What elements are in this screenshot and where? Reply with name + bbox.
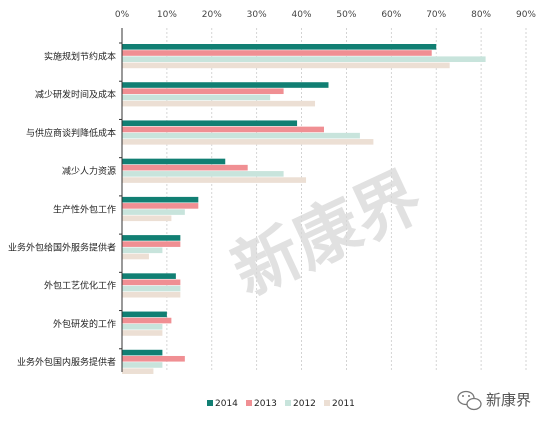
bar-2014 [122,120,298,127]
x-axis-ticks: 0% 10% 20% 30% 40% 50% 60% 70% 80% 90% [115,10,537,20]
category-label: 外包研发的工作 [53,318,116,330]
category-label: 减少人力资源 [62,165,116,177]
category-label: 减少研发时间及成本 [35,89,116,101]
x-tick-label: 20% [202,10,222,20]
bar-2011 [122,177,307,183]
bar-2014 [122,44,437,50]
x-tick-label: 10% [157,10,177,20]
legend-label: 2011 [332,399,355,409]
bar-2013 [122,203,199,209]
bar-2012 [122,247,163,254]
bar-2011 [122,291,181,298]
brand-watermark: 新康界 [457,390,531,411]
bar-2013 [122,279,181,286]
bar-2013 [122,317,172,324]
legend-swatch [324,400,330,406]
bar-2012 [122,285,181,292]
bar-2011 [122,215,172,222]
category-label: 与供应商谈判降低成本 [26,127,116,139]
x-tick-label: 80% [471,10,491,20]
bar-2012 [122,362,163,368]
bar-2014 [122,235,181,241]
category-labels: 实施规划节约成本减少研发时间及成本与供应商谈判降低成本减少人力资源生产性外包工作… [8,50,116,368]
bar-2014 [122,82,329,88]
category-label: 生产性外包工作 [53,203,116,215]
brand-label: 新康界 [486,391,531,409]
x-tick-label: 60% [381,10,401,20]
bar-2012 [122,56,486,62]
bar-2013 [122,88,284,95]
bar-2014 [122,349,163,356]
bar-2012 [122,94,271,101]
bar-2012 [122,323,163,330]
bar-2014 [122,311,167,318]
bar-2013 [122,241,181,247]
legend-label: 2013 [254,399,277,409]
bar-2013 [122,355,185,362]
category-label: 业务外包国内服务提供者 [17,356,116,368]
bar-2014 [122,273,176,279]
x-tick-label: 50% [336,10,356,20]
bar-2014 [122,158,226,165]
legend: 2014 2013 2012 2011 [207,399,355,409]
bars [119,28,486,374]
category-label: 实施规划节约成本 [44,50,116,62]
x-tick-label: 30% [247,10,267,20]
bar-2012 [122,171,284,177]
wechat-icon [457,390,482,411]
bar-2012 [122,209,185,215]
category-label: 外包工艺优化工作 [44,280,116,292]
legend-label: 2014 [215,399,238,409]
bar-2012 [122,132,360,139]
legend-swatch [246,400,252,406]
bar-2011 [122,368,154,374]
bar-2011 [122,62,450,69]
bar-2011 [122,100,316,107]
x-tick-label: 90% [516,10,536,20]
bar-2014 [122,196,199,203]
x-tick-label: 40% [292,10,312,20]
bar-2013 [122,164,248,171]
bar-2011 [122,253,149,260]
legend-swatch [207,400,213,406]
bar-2013 [122,50,432,56]
bar-2011 [122,139,374,145]
bar-2011 [122,330,163,336]
x-tick-label: 70% [426,10,446,20]
legend-label: 2012 [293,399,316,409]
x-tick-label: 0% [115,10,130,20]
category-label: 业务外包给国外服务提供者 [8,242,116,254]
legend-swatch [285,400,291,406]
bar-2013 [122,126,324,133]
